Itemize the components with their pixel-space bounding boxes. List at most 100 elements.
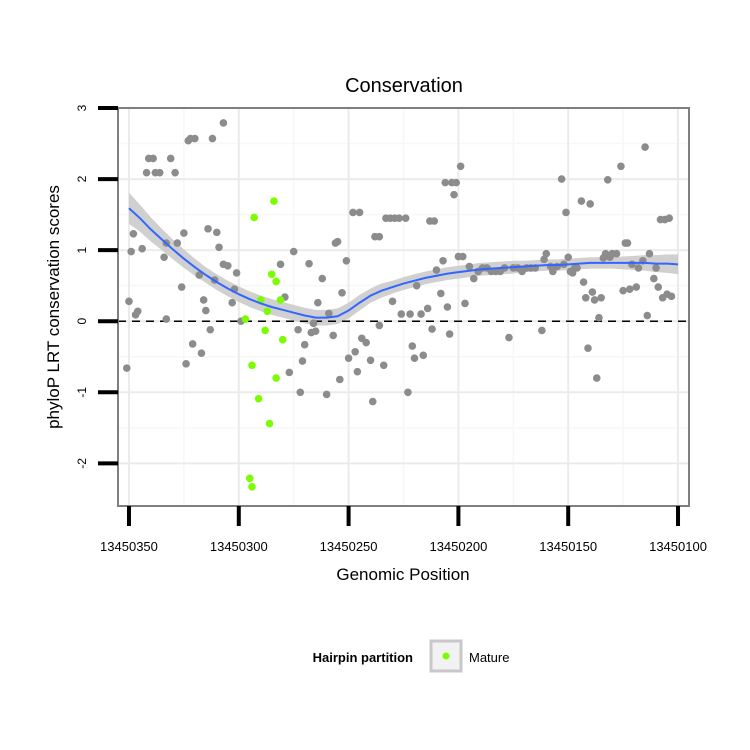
y-tick-label: 0 <box>75 318 89 325</box>
other-point <box>417 310 425 318</box>
other-point <box>469 274 478 283</box>
x-tick-label: 13450350 <box>100 539 158 554</box>
other-point <box>349 208 357 217</box>
other-point <box>643 311 652 320</box>
other-point <box>458 252 467 261</box>
other-point <box>641 143 649 151</box>
other-point <box>325 309 333 318</box>
other-point <box>300 340 309 349</box>
x-axis-label: Genomic Position <box>336 565 469 584</box>
other-point <box>437 289 445 298</box>
mature-point <box>250 213 258 222</box>
other-point <box>579 278 588 286</box>
other-point <box>577 197 586 205</box>
other-point <box>634 264 643 272</box>
other-point <box>342 257 351 265</box>
other-point <box>171 168 179 177</box>
other-point <box>465 262 474 271</box>
other-point <box>612 249 621 258</box>
mature-point <box>248 483 256 491</box>
other-point <box>228 298 236 307</box>
other-point <box>206 325 215 334</box>
other-point <box>125 297 133 306</box>
other-point <box>597 293 605 302</box>
other-point <box>344 354 353 362</box>
other-point <box>581 293 590 302</box>
other-point <box>595 313 603 322</box>
other-point <box>401 214 410 222</box>
other-point <box>592 374 601 382</box>
other-point <box>667 292 676 301</box>
other-point <box>160 253 168 262</box>
other-point <box>188 340 197 348</box>
x-tick-label: 13450200 <box>429 539 487 554</box>
other-point <box>180 229 188 237</box>
smooth-line <box>128 207 679 319</box>
other-point <box>276 260 285 269</box>
other-point <box>197 349 206 357</box>
other-point <box>224 261 232 270</box>
mature-point <box>261 326 269 335</box>
other-point <box>654 283 663 291</box>
other-point <box>557 175 566 183</box>
other-point <box>129 229 138 238</box>
other-point <box>586 200 594 208</box>
other-point <box>133 307 142 316</box>
other-point <box>368 397 377 406</box>
other-point <box>590 296 599 304</box>
other-point <box>573 264 581 272</box>
other-point <box>628 260 636 269</box>
other-point <box>155 168 164 177</box>
other-point <box>652 264 660 272</box>
legend: Hairpin partition Mature <box>313 639 509 673</box>
other-point <box>173 239 182 247</box>
x-tick-label: 13450300 <box>210 539 268 554</box>
other-point <box>461 299 469 308</box>
other-point <box>333 237 342 246</box>
other-point <box>410 354 419 362</box>
mature-point <box>272 277 280 286</box>
other-point <box>166 154 175 163</box>
other-point <box>191 134 199 143</box>
y-tick-label: 1 <box>75 246 89 253</box>
y-tick-label: 2 <box>75 175 89 182</box>
other-point <box>625 285 634 294</box>
y-axis-label: phyloP LRT conservation scores <box>44 185 63 429</box>
other-point <box>395 214 403 222</box>
other-point <box>439 257 447 265</box>
mature-point <box>276 296 285 304</box>
other-point <box>397 310 406 318</box>
other-point <box>665 214 674 222</box>
other-point <box>149 154 157 163</box>
other-point <box>553 262 562 271</box>
plot-border <box>117 107 690 507</box>
other-point <box>542 249 551 258</box>
other-point <box>215 243 223 252</box>
y-tick-label: 3 <box>75 104 89 111</box>
mature-point <box>241 315 250 323</box>
mature-point <box>265 419 274 428</box>
other-point <box>450 190 458 199</box>
other-point <box>441 178 450 187</box>
smooth-line-layer <box>128 207 679 319</box>
x-tick-label: 13450100 <box>649 539 707 554</box>
other-point <box>296 388 305 397</box>
other-point <box>603 175 612 184</box>
x-tick-label: 13450250 <box>320 539 378 554</box>
other-point <box>289 247 298 256</box>
other-point <box>584 344 592 353</box>
other-point <box>355 208 364 217</box>
other-point <box>232 269 241 277</box>
mature-point <box>267 270 276 279</box>
other-point <box>142 168 151 177</box>
other-point <box>285 368 294 377</box>
other-point <box>329 331 338 340</box>
mature-point <box>270 197 278 205</box>
y-tick-label: -1 <box>75 387 89 398</box>
other-point <box>127 247 135 256</box>
y-axis: -2 -1 0 1 2 3 <box>75 104 118 469</box>
other-point <box>122 364 131 372</box>
other-point <box>432 266 441 274</box>
other-point <box>322 390 331 399</box>
